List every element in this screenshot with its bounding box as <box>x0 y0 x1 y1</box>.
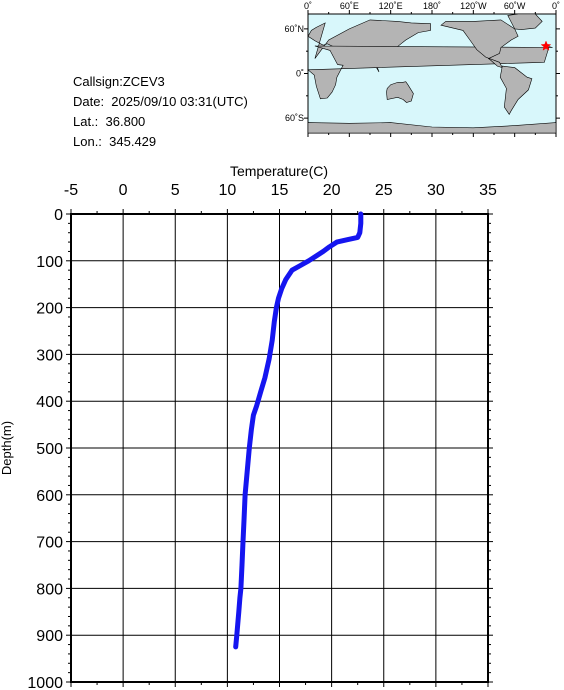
y-tick-label: 400 <box>36 394 63 411</box>
callsign-text: Callsign:ZCEV3 <box>73 74 165 89</box>
map-lon-label: 60˚E <box>340 1 359 11</box>
y-tick-label: 500 <box>36 441 63 458</box>
world-map: 0˚ 60˚E 120˚E 180˚ 120˚W 60˚W 0˚ 60˚N 0˚ 60˚S <box>284 1 560 137</box>
map-lon-label: 120˚E <box>379 1 403 11</box>
latitude-text: Lat.: 36.800 <box>73 114 146 129</box>
x-tick-label: -5 <box>64 182 78 199</box>
y-tick-label: 0 <box>54 207 63 224</box>
plot-frame <box>70 213 489 683</box>
y-tick-labels: 0 100 200 300 400 500 600 700 800 900 1000 <box>27 207 63 690</box>
map-lon-label: 0˚ <box>304 1 312 11</box>
x-tick-label: 10 <box>218 182 236 199</box>
y-axis-label: Depth(m) <box>0 421 14 475</box>
y-tick-label: 300 <box>36 347 63 364</box>
x-tick-labels: -5 0 5 10 15 20 25 30 35 <box>64 182 497 199</box>
temperature-profile-line <box>233 211 364 650</box>
map-land <box>307 13 557 134</box>
x-axis-label: Temperature(C) <box>230 163 328 179</box>
map-lon-label: 120˚W <box>460 1 487 11</box>
x-tick-label: 25 <box>375 182 393 199</box>
x-tick-label: 35 <box>479 182 497 199</box>
map-lon-label: 0˚ <box>552 1 560 11</box>
map-lat-label: 60˚S <box>285 113 304 123</box>
land-polygon <box>386 81 414 103</box>
map-lon-labels: 0˚ 60˚E 120˚E 180˚ 120˚W 60˚W 0˚ <box>304 1 560 11</box>
x-tick-label: 15 <box>271 182 289 199</box>
station-info: Callsign:ZCEV3 Date: 2025/09/10 03:31(UT… <box>73 72 248 152</box>
land-polygon <box>440 19 519 69</box>
map-lat-label: 60˚N <box>284 24 304 34</box>
map-lat-label: 0˚ <box>296 69 304 79</box>
star-icon <box>540 40 552 51</box>
location-marker-star-icon <box>540 40 552 51</box>
land-polygon <box>507 13 543 30</box>
y-tick-label: 800 <box>36 581 63 598</box>
land-polygon <box>499 65 533 115</box>
map-ticks <box>304 10 560 137</box>
y-tick-label: 600 <box>36 488 63 505</box>
y-tick-label: 1000 <box>27 675 63 690</box>
date-text: Date: 2025/09/10 03:31(UTC) <box>73 94 248 109</box>
map-lat-labels: 60˚N 0˚ 60˚S <box>284 24 304 123</box>
x-tick-label: 5 <box>171 182 180 199</box>
longitude-text: Lon.: 345.429 <box>73 134 157 149</box>
y-tick-label: 900 <box>36 628 63 645</box>
location-map-panel: 0˚ 60˚E 120˚E 180˚ 120˚W 60˚W 0˚ 60˚N 0˚ 60˚S <box>284 0 564 150</box>
chart-series <box>233 211 364 650</box>
y-tick-label: 700 <box>36 535 63 552</box>
y-tick-label: 200 <box>36 301 63 318</box>
x-tick-label: 30 <box>427 182 445 199</box>
chart-grid <box>71 214 488 682</box>
x-tick-label: 20 <box>323 182 341 199</box>
x-tick-label: 0 <box>119 182 128 199</box>
y-tick-label: 100 <box>36 254 63 271</box>
map-lon-label: 180˚ <box>423 1 441 11</box>
map-lon-label: 60˚W <box>504 1 526 11</box>
